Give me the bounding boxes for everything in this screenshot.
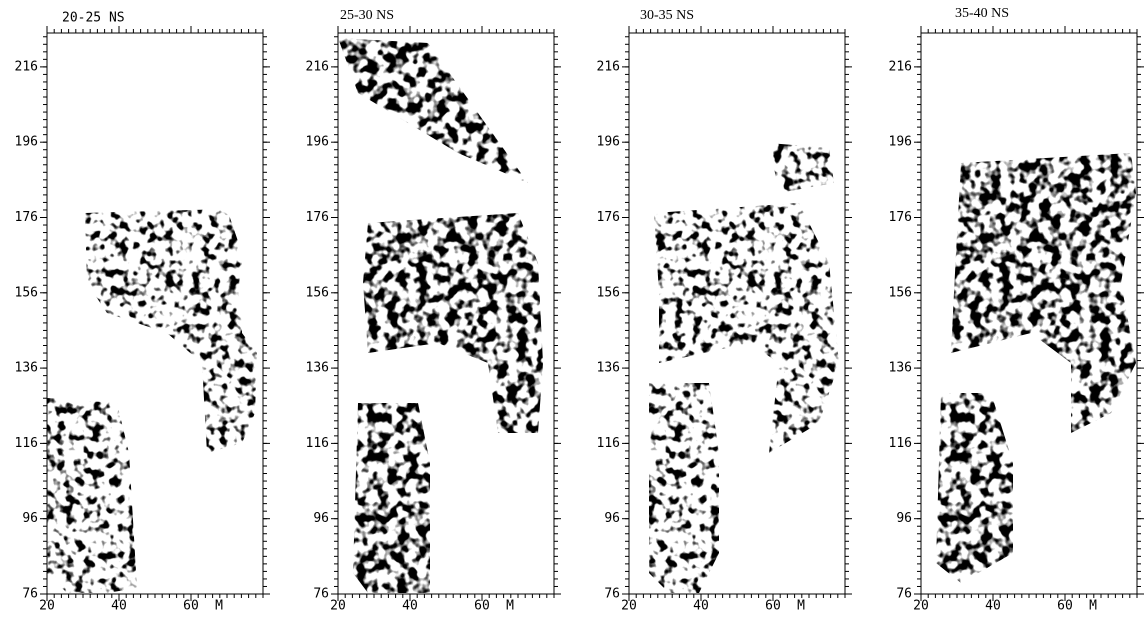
y-tick-label: 176 [306,210,329,225]
reflection-region [951,153,1136,433]
y-tick-label: 136 [597,361,620,376]
panel-title: 35-40 NS [955,6,1009,21]
y-tick-label: 216 [306,59,329,74]
x-tick-label: 60 [765,599,781,614]
y-tick-label: 156 [15,285,38,300]
y-tick-label: 116 [597,436,620,451]
reflection-region [353,403,430,593]
x-unit-label: M [1089,599,1097,614]
reflection-region [47,398,137,593]
x-tick-label: 40 [693,599,709,614]
y-tick-label: 116 [889,436,912,451]
y-tick-label: 76 [896,587,912,602]
x-tick-label: 20 [621,599,637,614]
x-tick-label: 20 [39,599,55,614]
y-tick-label: 196 [889,135,912,150]
y-tick-label: 136 [889,361,912,376]
y-tick-label: 136 [306,361,329,376]
x-tick-label: 40 [985,599,1001,614]
reflection-pattern [47,209,257,593]
panel-title: 30-35 NS [640,8,694,23]
reflection-region [85,209,257,453]
x-tick-label: 60 [183,599,199,614]
panel-title: 25-30 NS [340,8,394,23]
x-unit-label: M [506,599,514,614]
reflection-region [654,203,839,453]
y-tick-label: 216 [889,59,912,74]
y-tick-label: 196 [306,135,329,150]
slice-panel: 35-40 NS 76 96 116 136 156 176 196 216 20 40 60 M [889,6,1144,614]
y-tick-label: 216 [597,59,620,74]
y-tick-label: 156 [306,285,329,300]
y-tick-label: 196 [597,135,620,150]
panel-title: 20-25 NS [62,11,125,26]
reflection-region [769,143,834,193]
reflection-pattern [936,153,1136,583]
slice-panel: 30-35 NS 76 96 116 136 156 176 196 216 20 40 60 M [597,8,852,614]
reflection-region [338,38,528,183]
y-tick-label: 176 [889,210,912,225]
y-tick-label: 76 [22,587,38,602]
y-tick-label: 76 [604,587,620,602]
slice-panel: 25-30 NS 76 96 116 136 156 176 196 216 20 40 60 M [306,8,561,614]
slice-panel: 20-25 NS 76 96 116 136 156 176 196 216 20 40 60 M [15,11,270,614]
x-tick-label: 60 [474,599,490,614]
y-tick-label: 116 [306,436,329,451]
y-tick-label: 216 [15,59,38,74]
y-tick-label: 96 [313,511,329,526]
y-tick-label: 156 [889,285,912,300]
y-tick-label: 196 [15,135,38,150]
y-tick-label: 96 [22,511,38,526]
reflection-pattern [338,38,543,593]
y-tick-label: 156 [597,285,620,300]
y-tick-label: 136 [15,361,38,376]
reflection-region [649,383,719,593]
y-tick-label: 176 [15,210,38,225]
x-tick-label: 60 [1057,599,1073,614]
y-tick-label: 96 [604,511,620,526]
x-tick-label: 40 [402,599,418,614]
x-unit-label: M [797,599,805,614]
y-tick-label: 176 [597,210,620,225]
y-tick-label: 96 [896,511,912,526]
x-tick-label: 40 [111,599,127,614]
x-tick-label: 20 [330,599,346,614]
reflection-pattern [649,143,839,593]
reflection-region [936,393,1013,583]
reflection-region [363,213,543,433]
y-tick-label: 116 [15,436,38,451]
y-tick-label: 76 [313,587,329,602]
x-unit-label: M [215,599,223,614]
x-tick-label: 20 [913,599,929,614]
